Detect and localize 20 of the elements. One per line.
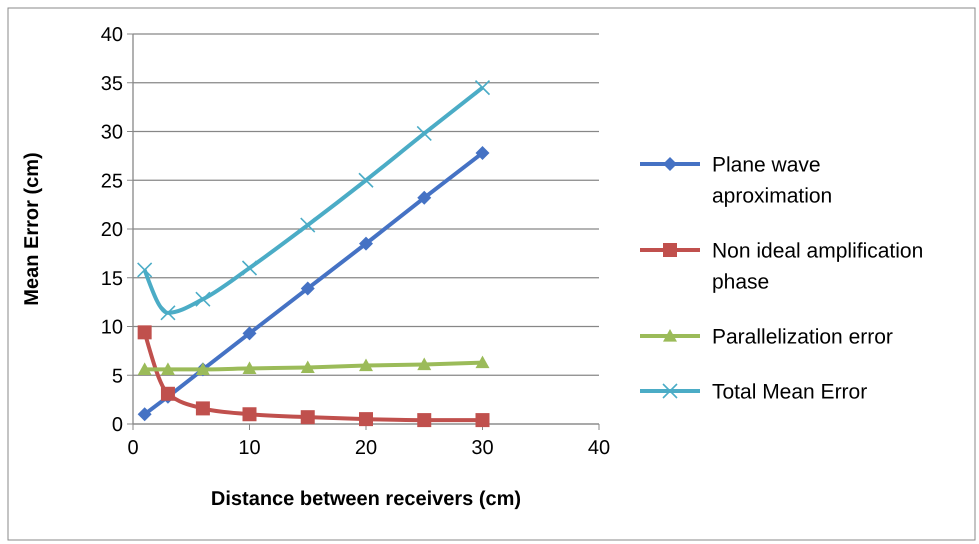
x-tick-label: 20 <box>354 437 378 459</box>
legend-label: Plane wave aproximation <box>712 153 832 208</box>
y-tick-label: 0 <box>112 414 123 436</box>
legend-label: Total Mean Error <box>712 380 868 404</box>
y-tick-label: 25 <box>100 170 123 192</box>
y-tick-label: 10 <box>100 316 123 338</box>
x-axis-title: Distance between receivers (cm) <box>210 488 522 510</box>
y-tick-label: 30 <box>100 122 123 144</box>
y-axis-title: Mean Error (cm) <box>21 152 43 306</box>
legend-label: Non ideal amplification phase <box>712 239 924 294</box>
y-tick-label: 40 <box>100 24 123 46</box>
legend-label: Parallelization error <box>712 325 893 348</box>
x-tick-label: 10 <box>238 437 261 459</box>
x-tick-label: 0 <box>127 437 139 459</box>
y-tick-label: 5 <box>112 365 123 388</box>
x-tick-label: 30 <box>471 437 494 459</box>
y-tick-label: 15 <box>100 268 123 290</box>
x-tick-label: 40 <box>588 437 610 459</box>
y-tick-label: 35 <box>100 72 123 95</box>
y-tick-label: 20 <box>100 219 123 241</box>
